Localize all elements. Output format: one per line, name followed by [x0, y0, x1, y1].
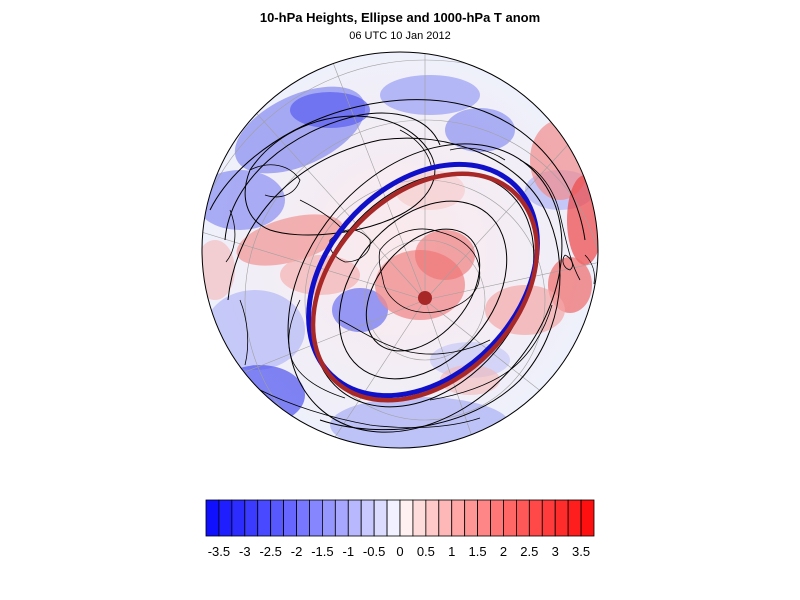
colorbar-tick-label: -3.5: [208, 544, 230, 559]
colorbar-tick-label: 1.5: [469, 544, 487, 559]
colorbar-tick-label: -2.5: [259, 544, 281, 559]
colorbar-box: [321, 499, 336, 537]
colorbar-tick-label: 0.5: [417, 544, 435, 559]
colorbar-box: [516, 499, 530, 537]
colorbar-box: [477, 499, 491, 537]
colorbar-box: [399, 499, 414, 537]
colorbar-tick-label: -2: [291, 544, 303, 559]
anomaly-field: [202, 52, 598, 448]
colorbar-tick-label: -0.5: [363, 544, 385, 559]
colorbar-box: [386, 499, 401, 537]
height-contours: [209, 99, 586, 433]
colorbar-box: [438, 499, 453, 537]
colorbar-box: [283, 499, 297, 537]
colorbar-box: [464, 499, 478, 537]
colorbar-box: [541, 499, 556, 537]
colorbar-box: [425, 499, 440, 537]
colorbar-box: [490, 499, 504, 537]
colorbar-box: [360, 499, 375, 537]
colorbar-boxes: [205, 499, 595, 537]
colorbar-box: [567, 499, 582, 537]
colorbar-tick-label: -1.5: [311, 544, 333, 559]
colorbar-box: [347, 499, 362, 537]
colorbar-tick-label: -1: [342, 544, 354, 559]
colorbar-tick-label: 1: [448, 544, 455, 559]
colorbar-tick-label: 3.5: [572, 544, 590, 559]
colorbar-tick-label: 2.5: [520, 544, 538, 559]
colorbar-box: [309, 499, 323, 537]
vortex-center-marker: [418, 291, 432, 305]
vortex-ellipses: [306, 161, 540, 403]
globe-outline: [201, 51, 599, 449]
colorbar-box: [503, 499, 517, 537]
colorbar-box: [554, 499, 569, 537]
colorbar-box: [451, 499, 466, 537]
colorbar-box: [257, 499, 272, 537]
colorbar-box: [244, 499, 259, 537]
colorbar-box: [528, 499, 543, 537]
colorbar-box: [205, 499, 220, 537]
colorbar-tick-label: 0: [396, 544, 403, 559]
plot-title: 10-hPa Heights, Ellipse and 1000-hPa T a…: [259, 10, 541, 25]
colorbar-box: [334, 499, 349, 537]
colorbar-box: [270, 499, 284, 537]
colorbar-box: [412, 499, 427, 537]
colorbar-box: [373, 499, 388, 537]
colorbar-box: [231, 499, 246, 537]
colorbar-labels: -3.5 -3 -2.5 -2 -1.5 -1 -0.5 0 0.5 1 1.5 2 2.5 3 3.5: [208, 544, 590, 559]
colorbar-tick-label: 3: [552, 544, 559, 559]
colorbar-tick-label: -3: [239, 544, 251, 559]
colorbar-box: [218, 499, 233, 537]
plot-subtitle: 06 UTC 10 Jan 2012: [349, 30, 451, 42]
inner-ellipse: [310, 171, 540, 403]
colorbar-box: [296, 499, 310, 537]
colorbar-box: [580, 499, 595, 537]
colorbar-tick-label: 2: [500, 544, 507, 559]
